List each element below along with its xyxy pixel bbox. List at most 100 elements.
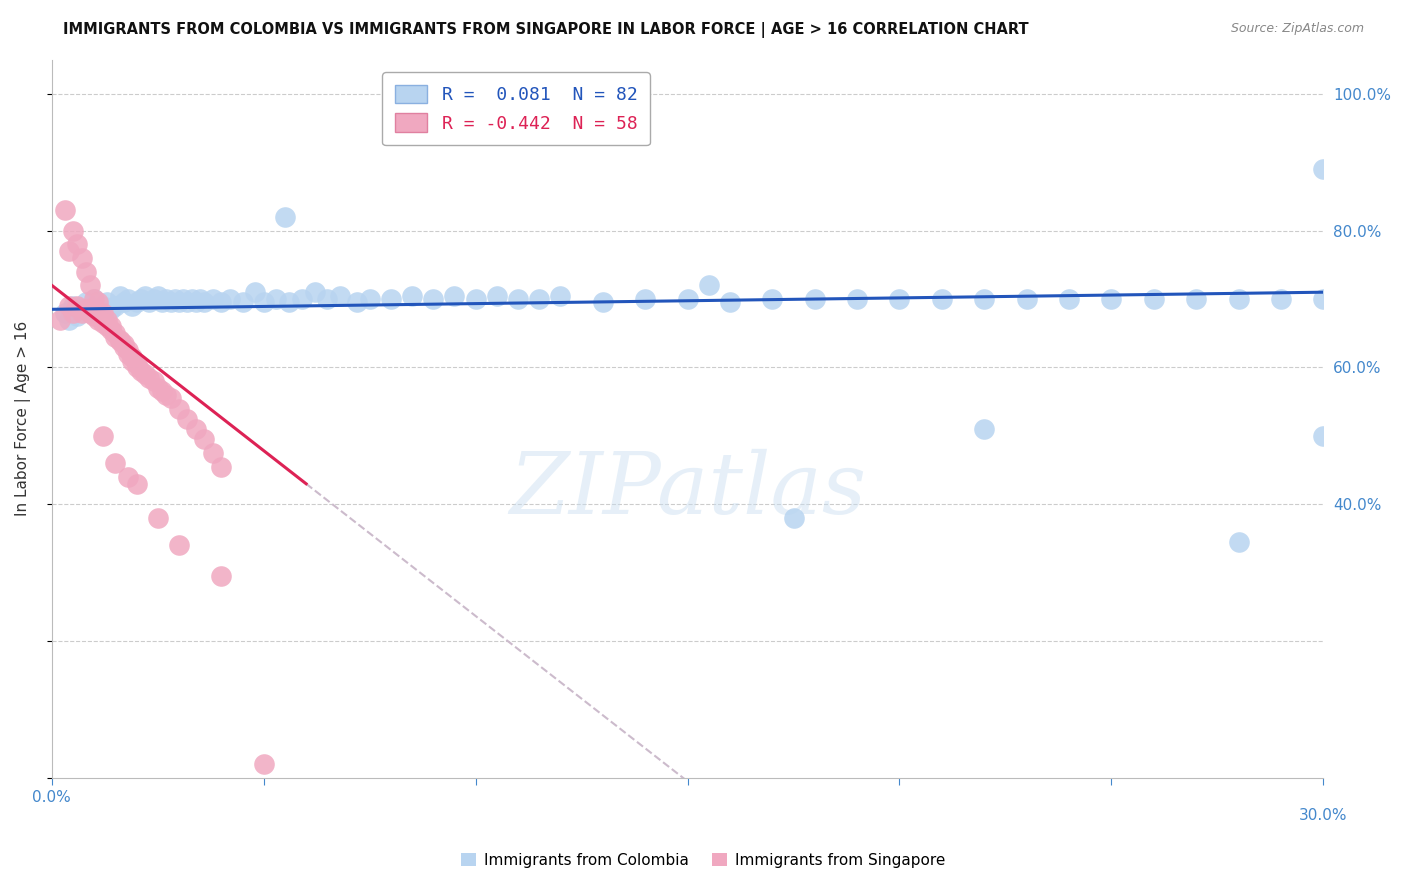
Legend: Immigrants from Colombia, Immigrants from Singapore: Immigrants from Colombia, Immigrants fro…	[453, 845, 953, 875]
Point	[79, 306, 101, 320]
Point	[91, 299, 114, 313]
Point	[253, 757, 276, 772]
Point	[1185, 292, 1208, 306]
Point	[167, 295, 190, 310]
Point	[108, 334, 131, 349]
Point	[718, 295, 741, 310]
Point	[266, 292, 288, 306]
Point	[83, 292, 105, 306]
Point	[125, 476, 148, 491]
Point	[1143, 292, 1166, 306]
Point	[167, 538, 190, 552]
Point	[304, 285, 326, 300]
Point	[142, 292, 165, 306]
Text: 30.0%: 30.0%	[1299, 808, 1347, 823]
Point	[108, 288, 131, 302]
Point	[803, 292, 825, 306]
Point	[66, 309, 89, 323]
Point	[53, 306, 76, 320]
Point	[782, 511, 804, 525]
Point	[129, 292, 152, 306]
Point	[66, 299, 89, 313]
Point	[117, 347, 139, 361]
Point	[973, 422, 995, 436]
Point	[506, 292, 529, 306]
Point	[1312, 162, 1334, 177]
Point	[201, 446, 224, 460]
Point	[291, 292, 314, 306]
Point	[121, 299, 143, 313]
Point	[422, 292, 444, 306]
Point	[1312, 292, 1334, 306]
Point	[146, 511, 169, 525]
Legend: R =  0.081  N = 82, R = -0.442  N = 58: R = 0.081 N = 82, R = -0.442 N = 58	[382, 72, 650, 145]
Point	[100, 302, 122, 317]
Point	[1227, 292, 1250, 306]
Point	[129, 364, 152, 378]
Point	[346, 295, 368, 310]
Point	[529, 292, 551, 306]
Point	[172, 292, 194, 306]
Point	[550, 288, 572, 302]
Point	[443, 288, 465, 302]
Point	[761, 292, 783, 306]
Point	[112, 336, 135, 351]
Point	[104, 329, 127, 343]
Point	[232, 295, 254, 310]
Point	[125, 357, 148, 371]
Point	[125, 295, 148, 310]
Point	[973, 292, 995, 306]
Point	[75, 295, 97, 310]
Point	[58, 312, 80, 326]
Text: IMMIGRANTS FROM COLOMBIA VS IMMIGRANTS FROM SINGAPORE IN LABOR FORCE | AGE > 16 : IMMIGRANTS FROM COLOMBIA VS IMMIGRANTS F…	[63, 22, 1029, 38]
Point	[112, 295, 135, 310]
Point	[150, 384, 173, 399]
Point	[316, 292, 339, 306]
Point	[117, 292, 139, 306]
Point	[846, 292, 869, 306]
Point	[1099, 292, 1122, 306]
Point	[697, 278, 720, 293]
Point	[104, 456, 127, 470]
Point	[245, 285, 267, 300]
Text: ZIPatlas: ZIPatlas	[509, 450, 866, 532]
Point	[134, 368, 156, 382]
Point	[1227, 535, 1250, 549]
Point	[188, 292, 211, 306]
Point	[87, 312, 110, 326]
Point	[62, 224, 84, 238]
Point	[180, 292, 202, 306]
Point	[184, 295, 207, 310]
Point	[592, 295, 614, 310]
Point	[359, 292, 381, 306]
Point	[112, 340, 135, 354]
Point	[1312, 429, 1334, 443]
Point	[201, 292, 224, 306]
Point	[146, 381, 169, 395]
Point	[79, 278, 101, 293]
Point	[485, 288, 508, 302]
Y-axis label: In Labor Force | Age > 16: In Labor Force | Age > 16	[15, 321, 31, 516]
Point	[163, 292, 186, 306]
Point	[218, 292, 240, 306]
Point	[193, 432, 215, 446]
Point	[134, 288, 156, 302]
Point	[83, 309, 105, 323]
Point	[96, 319, 118, 334]
Point	[96, 295, 118, 310]
Point	[138, 295, 160, 310]
Point	[138, 370, 160, 384]
Point	[96, 312, 118, 326]
Point	[104, 299, 127, 313]
Point	[176, 411, 198, 425]
Point	[278, 295, 301, 310]
Point	[176, 295, 198, 310]
Point	[209, 459, 232, 474]
Point	[91, 429, 114, 443]
Point	[209, 295, 232, 310]
Point	[75, 265, 97, 279]
Point	[155, 388, 177, 402]
Point	[146, 288, 169, 302]
Point	[104, 326, 127, 341]
Point	[184, 422, 207, 436]
